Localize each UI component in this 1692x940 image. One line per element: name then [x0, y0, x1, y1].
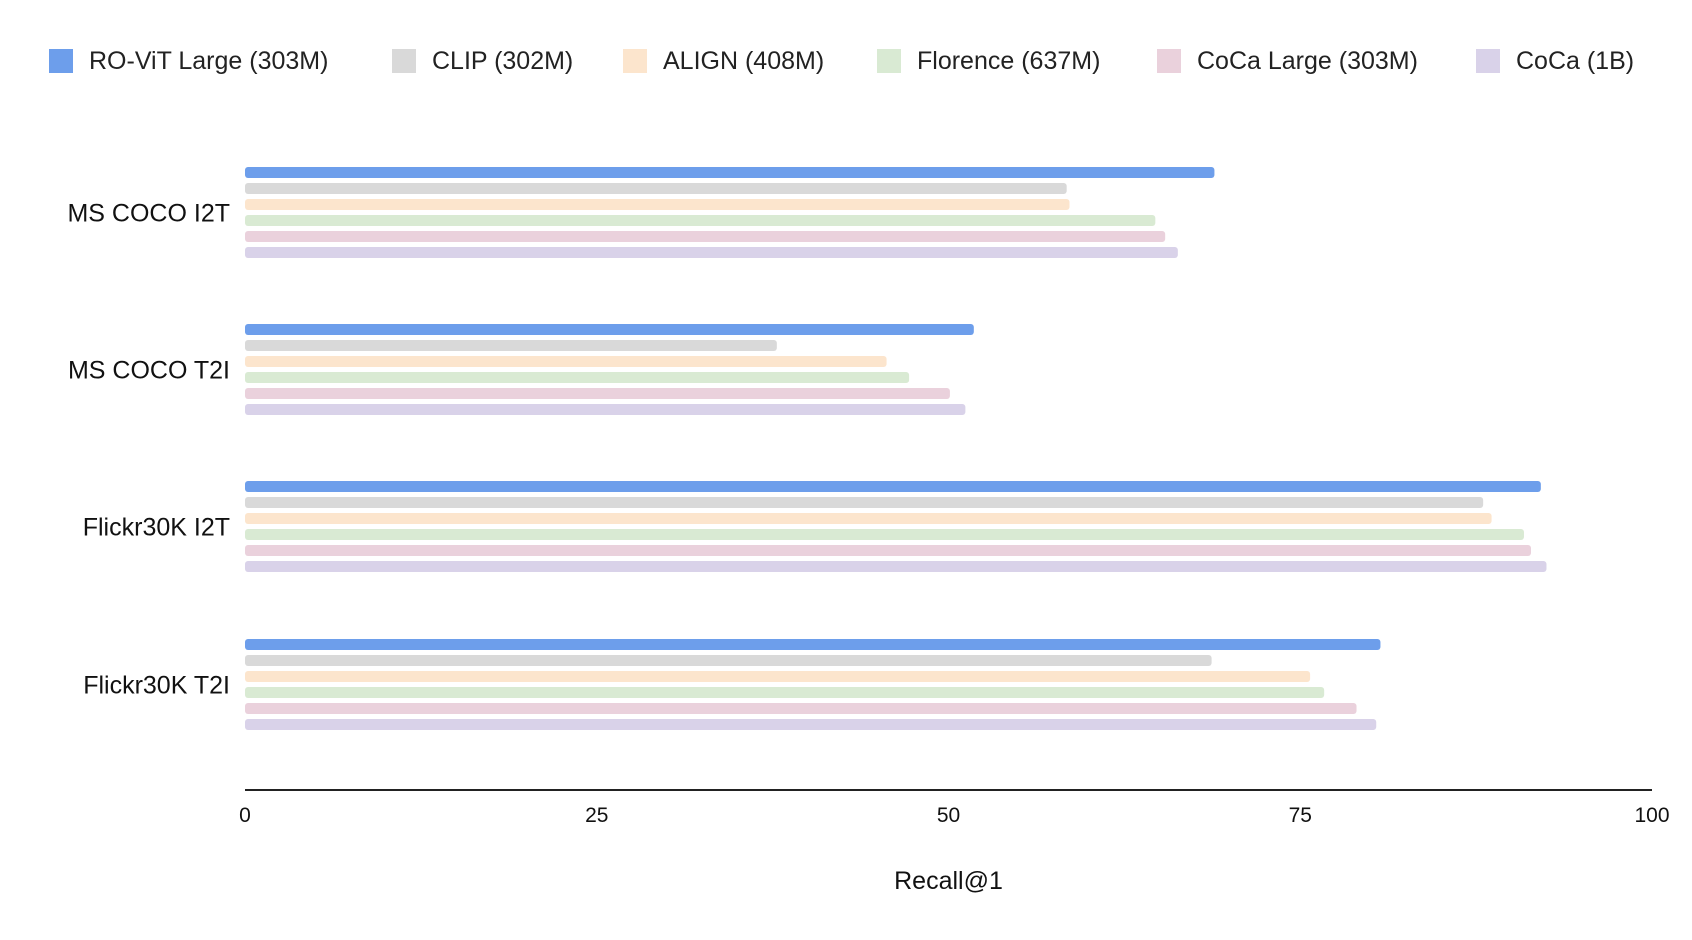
legend-label-5: CoCa Large (303M) [1197, 47, 1418, 75]
category-label-1: MS COCO I2T [67, 200, 230, 228]
legend-label-6: CoCa (1B) [1516, 47, 1634, 75]
bar-1-6 [245, 247, 1178, 258]
category-labels: MS COCO I2T MS COCO T2I Flickr30K I2T Flick… [67, 200, 230, 700]
bar-4-6 [245, 719, 1377, 730]
bar-4-2 [245, 655, 1212, 666]
bar-2-2 [245, 340, 777, 351]
bar-2-6 [245, 404, 966, 415]
x-axis-title: Recall@1 [894, 867, 1003, 895]
legend-swatch-1 [49, 49, 73, 73]
bar-1-3 [245, 199, 1070, 210]
legend-swatch-2 [392, 49, 416, 73]
bar-1-1 [245, 167, 1215, 178]
legend-label-1: RO-ViT Large (303M) [89, 47, 328, 75]
legend-swatch-5 [1157, 49, 1181, 73]
x-tick-label-5: 100 [1634, 804, 1669, 827]
bars [245, 167, 1547, 730]
bar-2-3 [245, 356, 887, 367]
bar-4-5 [245, 703, 1357, 714]
category-label-3: Flickr30K I2T [83, 514, 230, 542]
bar-3-6 [245, 561, 1547, 572]
legend-swatch-3 [623, 49, 647, 73]
legend-label-4: Florence (637M) [917, 47, 1100, 75]
x-tick-label-2: 25 [585, 804, 608, 827]
bar-3-5 [245, 545, 1531, 556]
legend-swatch-6 [1476, 49, 1500, 73]
x-tick-label-1: 0 [239, 804, 251, 827]
bar-4-4 [245, 687, 1325, 698]
bar-1-4 [245, 215, 1156, 226]
bar-2-4 [245, 372, 910, 383]
category-label-2: MS COCO T2I [68, 357, 230, 385]
bar-2-1 [245, 324, 974, 335]
category-label-4: Flickr30K T2I [83, 672, 230, 700]
x-tick-label-4: 75 [1289, 804, 1312, 827]
bar-3-1 [245, 481, 1541, 492]
bar-3-3 [245, 513, 1492, 524]
bar-3-4 [245, 529, 1524, 540]
legend-label-3: ALIGN (408M) [663, 47, 824, 75]
bar-2-5 [245, 388, 950, 399]
x-tick-label-3: 50 [937, 804, 960, 827]
legend-swatch-4 [877, 49, 901, 73]
bar-3-2 [245, 497, 1484, 508]
legend: RO-ViT Large (303M) CLIP (302M) ALIGN (408… [49, 47, 1634, 75]
bar-1-2 [245, 183, 1067, 194]
bar-4-3 [245, 671, 1311, 682]
x-tick-labels: 0 25 50 75 100 [239, 804, 1669, 827]
bar-4-1 [245, 639, 1381, 650]
legend-label-2: CLIP (302M) [432, 47, 573, 75]
bar-1-5 [245, 231, 1166, 242]
